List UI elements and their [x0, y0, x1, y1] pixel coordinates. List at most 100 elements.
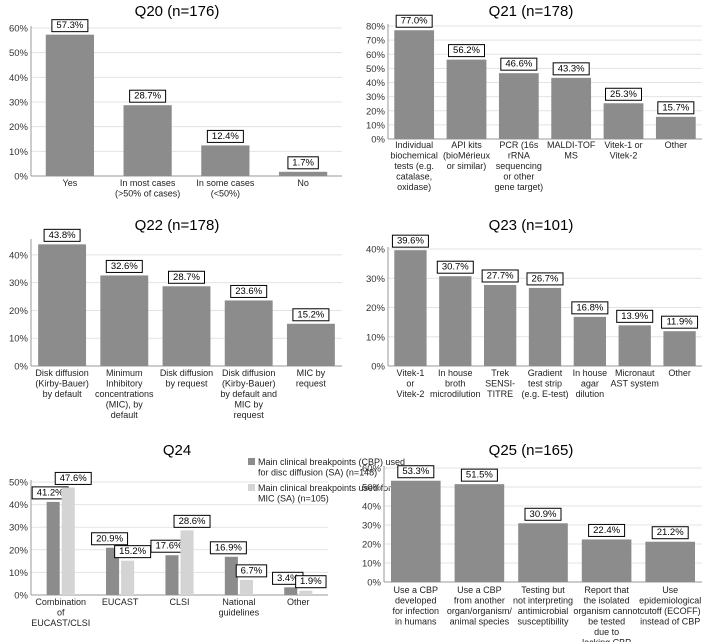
bar [299, 590, 313, 595]
x-category-label: Use a CBP [394, 585, 439, 595]
x-category-label: test strip [528, 379, 562, 389]
x-category-label: Minimum [106, 368, 143, 378]
chart-title: Q21 (n=178) [489, 3, 574, 20]
x-category-label: Disk diffusion [222, 368, 275, 378]
x-category-label: for infection [393, 606, 440, 616]
x-category-label: Vitek-1 or [604, 140, 642, 150]
bar [439, 276, 472, 366]
x-category-label: or similar) [447, 161, 487, 171]
x-category-label: Micronaut [615, 368, 655, 378]
x-category-label: microdilution [430, 389, 481, 399]
x-category-label: Other [665, 140, 688, 150]
data-label-box [168, 270, 205, 284]
bar [38, 244, 87, 366]
data-label-box [173, 514, 211, 528]
x-category-label: developed [395, 596, 437, 606]
chart-q24: Q24 0% 10% 20% 30% 40% 50% 41.2% 47.6% Combinati… [9, 442, 405, 628]
data-label-box [43, 228, 81, 242]
data-label-box [552, 62, 590, 76]
x-category-label: rRNA [508, 151, 530, 161]
data-label-box [448, 44, 485, 58]
bar [180, 530, 194, 595]
chart-q20: Q20 (n=176) 0% 10% 20% 30% 40% 50% 60% 57.3% Yes… [9, 3, 342, 199]
x-category-label: National [222, 597, 255, 607]
x-category-label: by default [43, 389, 83, 399]
x-category-label: Other [287, 597, 310, 607]
chart-q21: Q21 (n=178) 0% 10% 20% 30% 40% 50% 60% 70% 80% 77… [366, 3, 702, 192]
data-label: 22.4% [593, 525, 620, 536]
data-label: 41.2% [37, 487, 64, 498]
data-label-box [588, 523, 626, 537]
y-tick-label: 0% [14, 362, 28, 373]
x-category-label: (MIC), by [106, 400, 143, 410]
data-label-box [397, 465, 435, 479]
x-category-label: by default and [220, 389, 277, 399]
data-label-box [129, 89, 167, 103]
bar [394, 250, 427, 366]
data-label: 28.6% [179, 516, 206, 527]
x-category-label: of [57, 608, 65, 618]
x-category-label: EUCAST [102, 597, 139, 607]
data-label-box [206, 129, 244, 143]
x-category-label: Gradient [528, 368, 563, 378]
x-category-label: API kits [451, 140, 482, 150]
data-label: 77.0% [401, 16, 428, 27]
y-tick-label: 30% [362, 521, 382, 532]
x-category-label: EUCAST/CLSI [31, 618, 90, 628]
bar [224, 300, 273, 366]
data-label: 27.7% [487, 270, 514, 281]
x-category-label: not interpreting [513, 596, 573, 606]
x-category-label: Disk diffusion [35, 368, 88, 378]
y-tick-label: 80% [366, 22, 386, 33]
x-category-label: Vitek-2 [610, 151, 638, 161]
x-category-label: MIC by [234, 400, 263, 410]
y-tick-label: 50% [9, 48, 29, 59]
data-label: 16.8% [576, 302, 603, 313]
x-category-label: TITRE [487, 389, 513, 399]
y-tick-label: 60% [362, 464, 382, 475]
y-tick-label: 50% [9, 478, 29, 489]
x-category-label: by request [165, 379, 208, 389]
bar [100, 275, 149, 366]
x-category-label: guidelines [219, 608, 260, 618]
data-label: 28.7% [173, 272, 200, 283]
x-category-label: Other [668, 368, 691, 378]
bar [390, 480, 441, 582]
x-category-label: the isolated [584, 596, 630, 606]
bar [46, 501, 60, 595]
data-label-box [651, 526, 689, 540]
x-category-label: MS [564, 151, 578, 161]
data-label: 17.6% [155, 541, 182, 552]
data-label: 46.6% [505, 59, 532, 70]
y-tick-label: 40% [362, 502, 382, 513]
data-label-box [526, 272, 564, 286]
bar [239, 579, 253, 595]
bar [286, 323, 335, 366]
x-category-label: biochemical [390, 151, 438, 161]
x-category-label: Combination [35, 597, 86, 607]
data-label: 56.2% [453, 45, 480, 56]
x-category-label: concentrations [95, 389, 154, 399]
bar [528, 287, 562, 366]
x-category-label: agar [581, 379, 599, 389]
bar [224, 556, 238, 595]
x-category-label: In some cases [196, 178, 255, 188]
data-label: 30.7% [442, 262, 469, 273]
x-category-label: broth [445, 379, 466, 389]
x-category-label: instead of CBP [640, 617, 700, 627]
bar [45, 34, 94, 176]
x-category-label: oxidase) [397, 182, 431, 192]
x-category-label: organ/organism/ [447, 606, 513, 616]
bar [603, 103, 644, 139]
data-label-box [481, 269, 519, 283]
x-category-label: (>50% of cases) [115, 189, 180, 199]
data-label: 57.3% [56, 20, 83, 31]
bar [394, 30, 435, 139]
y-tick-label: 0% [371, 362, 385, 373]
x-category-label: be tested [588, 617, 625, 627]
x-category-label: tests (e.g. [394, 161, 434, 171]
y-tick-label: 30% [9, 278, 29, 289]
chart-title: Q25 (n=165) [489, 442, 574, 459]
y-tick-label: 0% [367, 578, 381, 589]
data-label-box [657, 101, 695, 115]
